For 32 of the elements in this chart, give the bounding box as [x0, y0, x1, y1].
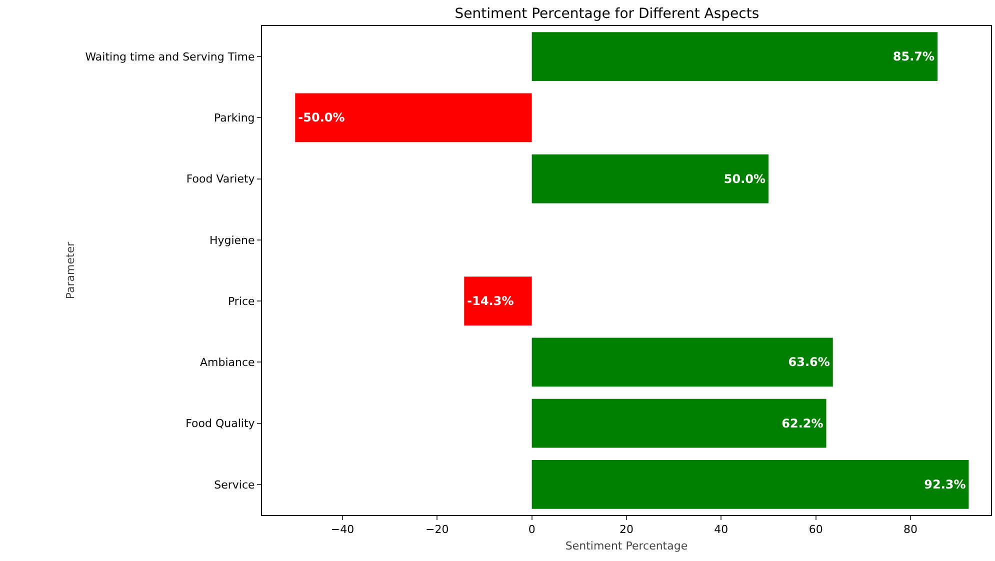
y-tick-label: Price [228, 294, 256, 308]
data-label: -14.3% [467, 294, 514, 308]
x-tick-label: 80 [904, 523, 918, 536]
y-tick-label: Waiting time and Serving Time [85, 50, 256, 64]
data-label: 62.2% [782, 416, 824, 430]
y-tick-label: Service [214, 478, 256, 492]
x-tick-label: 0 [528, 523, 536, 536]
bar [532, 32, 938, 82]
x-tick-label: 40 [714, 523, 728, 536]
data-label: 63.6% [788, 355, 830, 370]
x-tick-label: −20 [426, 523, 449, 536]
bar [464, 276, 532, 326]
y-tick-label: Hygiene [209, 234, 256, 247]
data-label: -50.0% [298, 110, 345, 125]
bar [532, 460, 969, 509]
x-axis-title: Sentiment Percentage [565, 539, 688, 552]
bar [532, 338, 833, 387]
bar [532, 154, 769, 204]
data-label: 50.0% [724, 172, 766, 186]
data-label: 85.7% [892, 50, 935, 64]
y-tick-label: Food Variety [186, 172, 256, 186]
y-tick-label: Food Quality [186, 417, 256, 430]
y-axis-title: Parameter [64, 241, 77, 300]
data-label: 92.3% [924, 477, 966, 492]
y-tick-label: Ambiance [200, 356, 256, 370]
bar [295, 93, 532, 142]
chart-title: Sentiment Percentage for Different Aspects [454, 6, 760, 22]
bar [532, 398, 826, 448]
x-tick-label: −40 [330, 523, 354, 536]
x-tick-label: 60 [808, 523, 823, 536]
y-tick-label: Parking [214, 112, 255, 125]
x-tick-label: 20 [620, 523, 634, 536]
